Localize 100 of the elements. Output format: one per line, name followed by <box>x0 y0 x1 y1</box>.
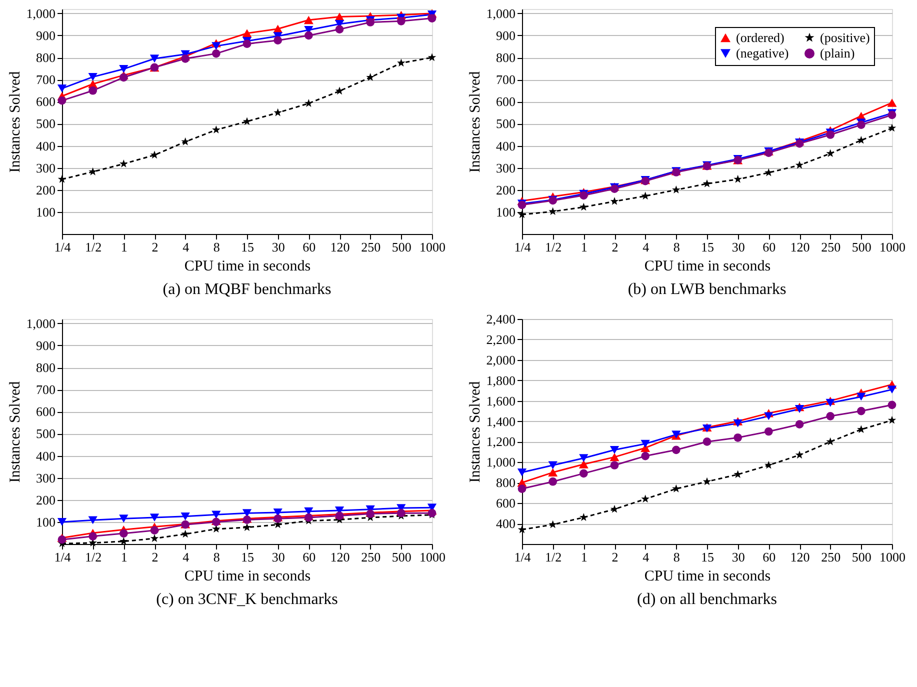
point <box>826 412 835 420</box>
y-tick-label: 900 <box>36 338 56 353</box>
point <box>856 406 866 416</box>
point <box>610 461 619 470</box>
point <box>58 174 66 183</box>
point <box>548 461 558 470</box>
point <box>764 427 773 436</box>
x-tick-label: 60 <box>302 240 316 254</box>
x-tick-label: 500 <box>392 550 412 564</box>
x-tick-label: 120 <box>330 240 350 254</box>
x-tick-label: 8 <box>673 240 680 254</box>
x-tick-label: 8 <box>673 550 680 564</box>
point <box>304 16 314 24</box>
y-tick-label: 2,000 <box>486 352 516 368</box>
point <box>212 49 220 58</box>
y-tick-label: 100 <box>36 514 56 530</box>
y-tick-label: 400 <box>496 138 516 154</box>
point <box>641 192 650 200</box>
y-tick-label: 1,000 <box>486 6 516 21</box>
point <box>672 186 680 194</box>
point <box>548 477 558 486</box>
point <box>335 86 344 95</box>
y-tick-label: 1,000 <box>26 6 56 21</box>
x-tick-label: 120 <box>790 240 810 254</box>
y-tick-label: 800 <box>496 475 516 490</box>
x-tick-label: 30 <box>272 240 285 254</box>
point <box>518 210 526 218</box>
point <box>180 512 190 520</box>
x-tick-label: 30 <box>732 550 745 564</box>
x-tick-label: 1/4 <box>54 240 72 254</box>
y-tick-label: 100 <box>36 204 56 220</box>
x-tick-label: 15 <box>701 550 714 564</box>
point <box>304 31 313 40</box>
point <box>794 405 804 413</box>
point <box>119 73 128 82</box>
y-tick-label: 500 <box>36 426 56 442</box>
point <box>396 16 406 26</box>
text: (c) on 3CNF_K benchmarks <box>156 591 338 608</box>
x-tick-label: 250 <box>361 550 381 564</box>
point <box>120 536 128 545</box>
point <box>304 99 313 107</box>
point <box>212 126 220 134</box>
y-tick-label: 1,000 <box>26 316 56 331</box>
point <box>610 196 619 205</box>
point <box>242 523 252 531</box>
point <box>580 202 588 211</box>
point <box>887 386 897 394</box>
y-tick-label: 100 <box>496 204 516 220</box>
point <box>887 98 897 107</box>
point <box>212 42 221 50</box>
y-tick-label: 800 <box>36 360 56 376</box>
x-tick-label: 4 <box>642 550 650 564</box>
x-tick-label: 2 <box>152 240 158 254</box>
point <box>150 534 159 542</box>
point <box>366 18 375 26</box>
point <box>672 446 680 454</box>
point <box>857 136 866 144</box>
point <box>764 460 773 469</box>
point <box>518 525 526 534</box>
x-axis-title: CPU time in seconds <box>644 258 771 274</box>
point <box>88 167 97 176</box>
y-tick-label: 200 <box>496 182 516 198</box>
y-tick-label: 1,200 <box>486 434 516 450</box>
y-axis-title: Instances Solved <box>7 70 24 173</box>
legend-label: (positive) <box>820 30 870 45</box>
y-tick-label: 600 <box>36 404 56 420</box>
x-tick-label: 250 <box>361 240 381 254</box>
y-tick-label: 2,200 <box>486 332 516 347</box>
x-tick-label: 1000 <box>880 240 906 254</box>
point <box>150 526 159 534</box>
point <box>212 510 221 519</box>
point <box>150 514 160 522</box>
y-tick-label: 800 <box>36 50 56 66</box>
point <box>702 438 712 446</box>
point <box>888 416 896 424</box>
point <box>518 484 526 493</box>
y-tick-label: 200 <box>36 492 56 508</box>
point <box>397 58 406 67</box>
point <box>826 149 834 158</box>
point <box>58 96 66 105</box>
y-tick-label: 400 <box>36 138 56 154</box>
point <box>181 530 190 538</box>
y-tick-label: 1,800 <box>486 372 516 388</box>
x-tick-label: 1 <box>580 550 588 564</box>
legend-label: (negative) <box>736 46 789 60</box>
y-tick-label: 1,400 <box>486 414 516 429</box>
point <box>242 509 252 518</box>
legend-label: (ordered) <box>736 30 784 45</box>
y-tick-label: 900 <box>496 28 516 43</box>
point <box>242 40 252 48</box>
point <box>119 65 128 73</box>
y-tick-label: 600 <box>36 94 56 110</box>
point <box>764 412 774 420</box>
y-tick-label: 700 <box>36 382 56 398</box>
x-tick-label: 2 <box>612 240 618 254</box>
y-tick-label: 2,400 <box>486 312 516 326</box>
x-tick-label: 500 <box>852 240 872 254</box>
y-tick-label: 1,000 <box>486 454 516 470</box>
point <box>580 513 588 521</box>
x-axis-title: CPU time in seconds <box>184 568 311 584</box>
